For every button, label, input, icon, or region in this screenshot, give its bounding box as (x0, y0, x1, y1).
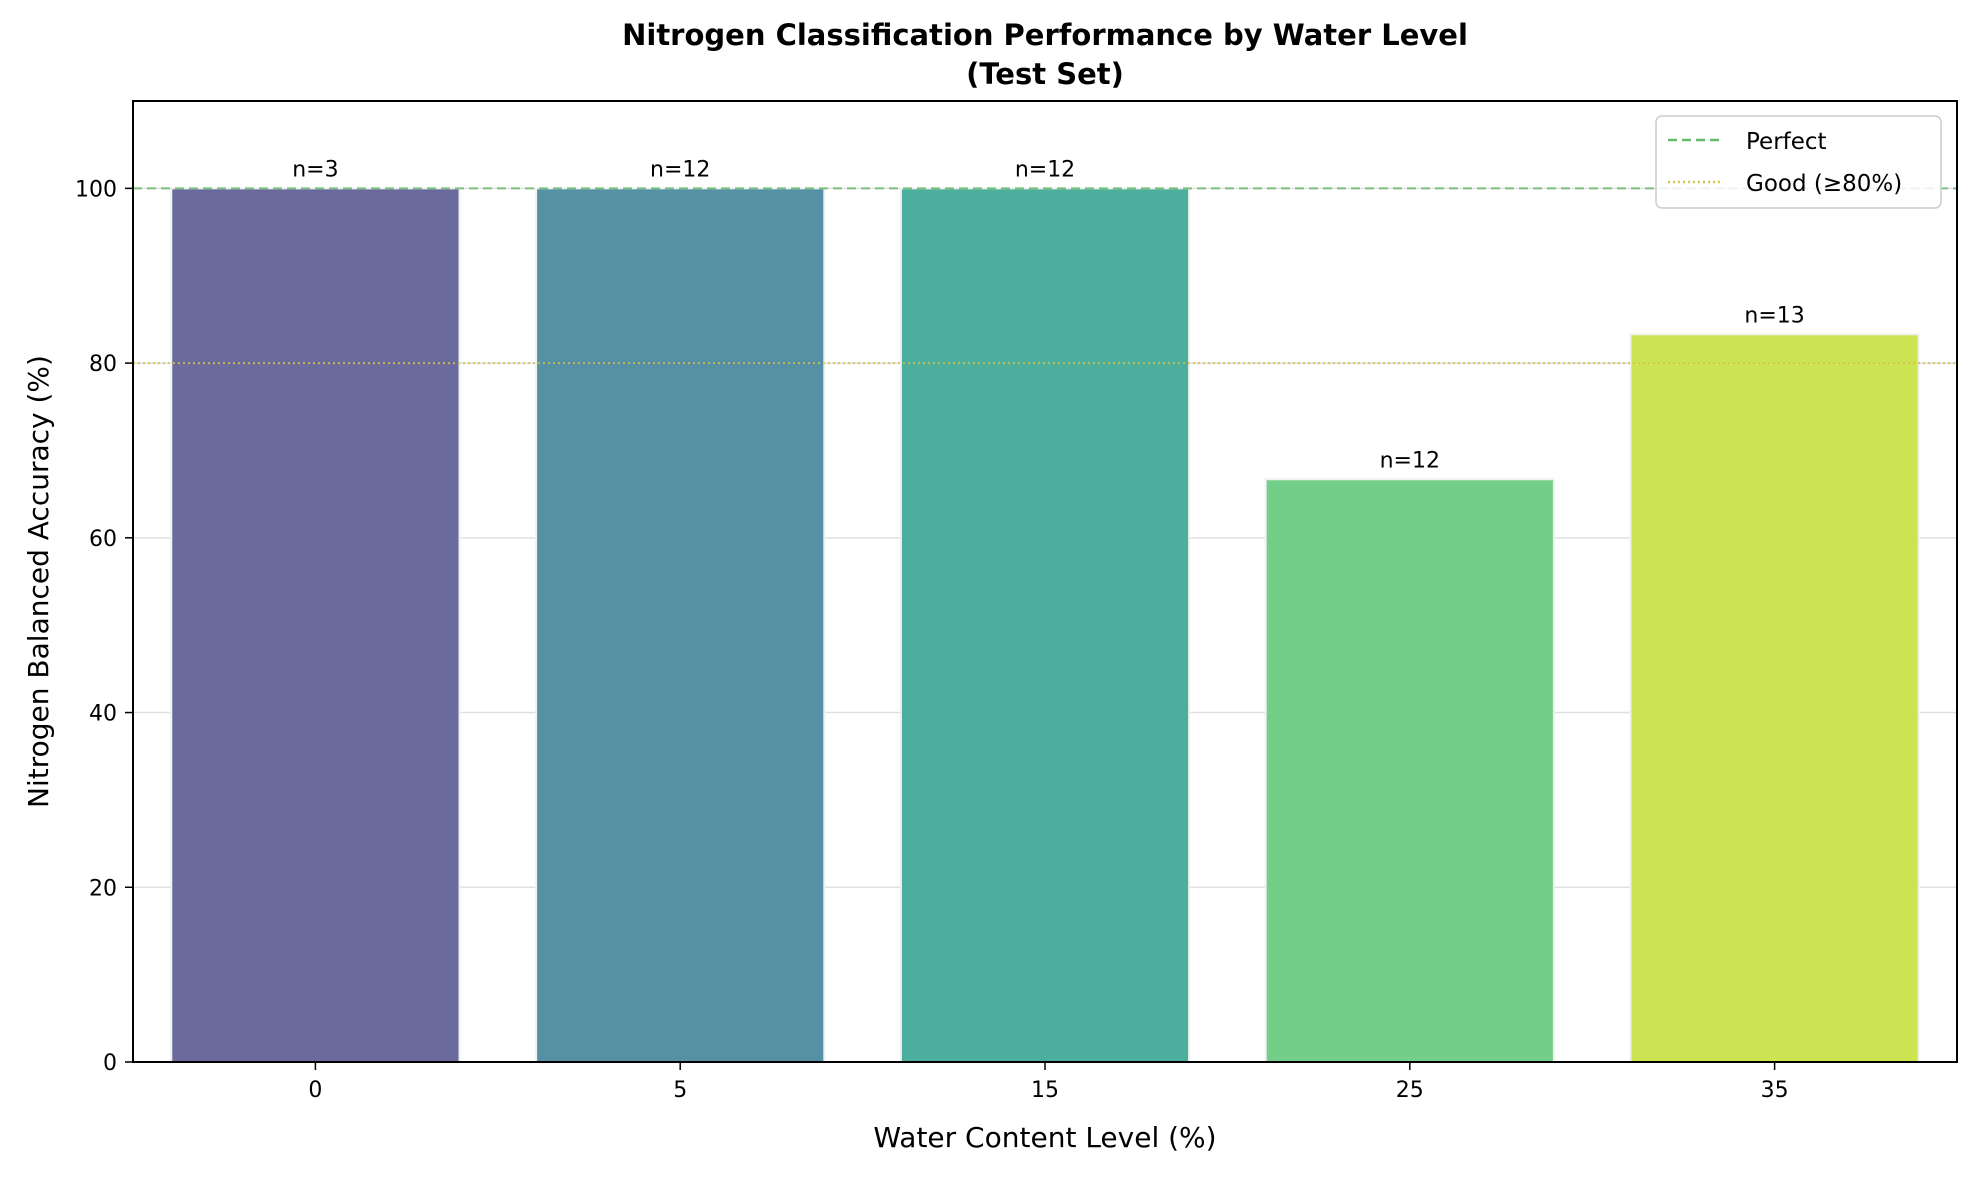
y-tick-label: 20 (89, 876, 117, 901)
bar-annotation: n=12 (1380, 448, 1440, 473)
bar-annotation: n=13 (1744, 303, 1804, 328)
legend-perfect-label: Perfect (1746, 129, 1827, 155)
legend-good-label: Good (≥80%) (1746, 171, 1902, 197)
y-tick-label: 80 (89, 352, 117, 377)
y-tick-label: 100 (75, 177, 117, 202)
bar (170, 187, 461, 1063)
x-axis-label: Water Content Level (%) (873, 1121, 1216, 1154)
chart-subtitle: (Test Set) (966, 57, 1124, 91)
x-tick-label: 25 (1396, 1078, 1424, 1103)
bar (535, 187, 826, 1063)
bar (899, 187, 1191, 1063)
y-tick-label: 60 (89, 527, 117, 552)
legend-box (1655, 115, 1942, 209)
y-axis-label: Nitrogen Balanced Accuracy (%) (22, 355, 55, 808)
x-tick-label: 15 (1031, 1078, 1059, 1103)
bar-annotation: n=3 (292, 157, 338, 182)
plot-frame (132, 100, 1958, 1063)
x-tick-label: 5 (673, 1078, 687, 1103)
bar (1629, 333, 1920, 1063)
bar-annotation: n=12 (1015, 157, 1075, 182)
chart-title: Nitrogen Classification Performance by W… (622, 18, 1468, 52)
bar (1264, 478, 1555, 1063)
x-tick-label: 0 (308, 1078, 322, 1103)
y-tick-label: 40 (89, 702, 117, 727)
y-tick-label: 0 (103, 1051, 117, 1076)
x-tick-label: 35 (1761, 1078, 1789, 1103)
bar-annotation: n=12 (650, 157, 710, 182)
